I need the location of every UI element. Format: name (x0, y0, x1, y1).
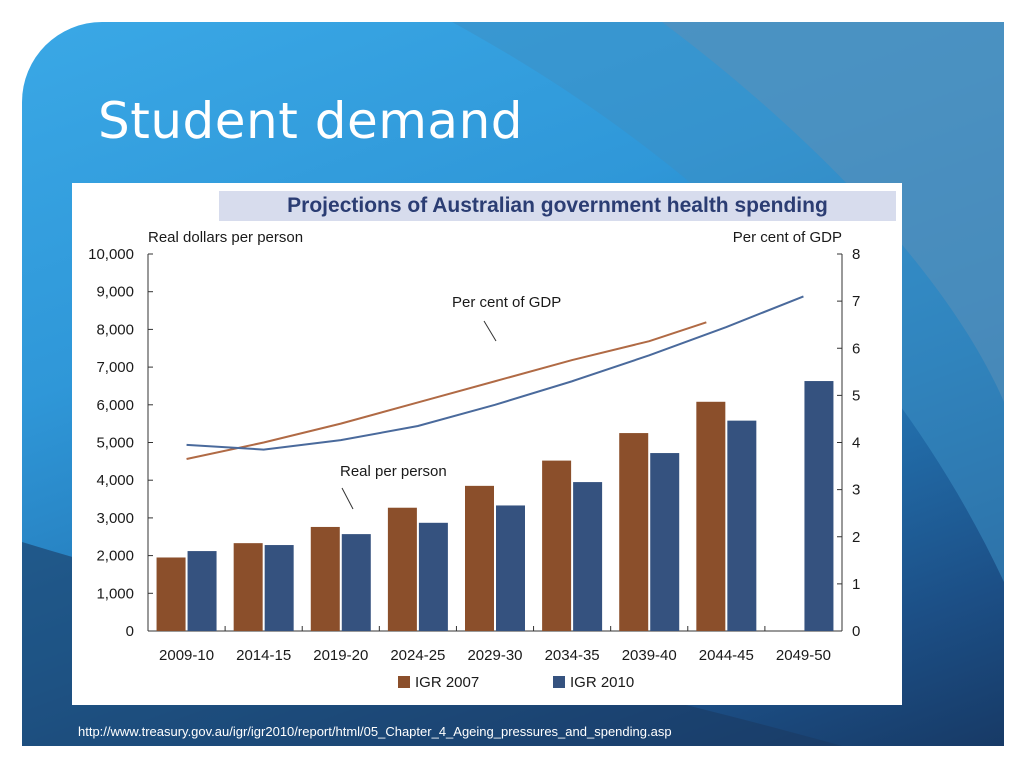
annotation-leader-gdp (483, 320, 497, 342)
bar-igr-2007 (542, 460, 572, 631)
bar-igr-2010 (341, 534, 371, 631)
x-tick-label: 2024-25 (390, 647, 445, 664)
right-tick-label: 2 (852, 529, 860, 546)
right-tick-label: 6 (852, 340, 860, 357)
x-tick-label: 2039-40 (622, 647, 677, 664)
x-tick-label: 2009-10 (159, 647, 214, 664)
annotation-leader-real (341, 487, 354, 510)
legend-label-igr-2007: IGR 2007 (415, 674, 479, 691)
right-tick-label: 5 (852, 387, 860, 404)
slide-title: Student demand (98, 92, 523, 150)
right-tick-label: 4 (852, 435, 860, 452)
bar-igr-2010 (264, 545, 294, 631)
left-tick-label: 7,000 (96, 359, 134, 376)
right-tick-label: 1 (852, 576, 860, 593)
left-tick-label: 3,000 (96, 510, 134, 527)
right-axis-label: Per cent of GDP (733, 229, 842, 246)
bar-igr-2010 (804, 381, 834, 631)
left-tick-label: 9,000 (96, 284, 134, 301)
left-tick-label: 6,000 (96, 397, 134, 414)
x-tick-label: 2014-15 (236, 647, 291, 664)
annotation-per-cent-of-gdp: Per cent of GDP (452, 294, 561, 311)
bar-igr-2010 (418, 522, 448, 631)
line-igr-2010 (186, 295, 804, 451)
left-tick-label: 1,000 (96, 585, 134, 602)
bar-igr-2007 (156, 557, 186, 631)
x-tick-label: 2029-30 (467, 647, 522, 664)
x-tick-label: 2019-20 (313, 647, 368, 664)
bar-igr-2007 (387, 507, 417, 631)
line-igr-2007 (186, 321, 707, 460)
annotation-real-per-person: Real per person (340, 463, 447, 480)
bar-igr-2010 (496, 505, 525, 631)
right-tick-label: 8 (852, 246, 860, 263)
left-tick-label: 10,000 (88, 246, 134, 263)
chart-figure: Projections of Australian government hea… (72, 183, 902, 705)
legend-swatch-igr-2007 (398, 676, 410, 688)
bar-igr-2010 (727, 420, 757, 631)
bar-igr-2007 (310, 526, 340, 631)
bar-igr-2010 (187, 551, 217, 631)
bar-igr-2007 (465, 485, 494, 631)
bar-igr-2010 (650, 453, 680, 631)
legend-label-igr-2010: IGR 2010 (570, 674, 634, 691)
x-tick-label: 2034-35 (545, 647, 600, 664)
source-link[interactable]: http://www.treasury.gov.au/igr/igr2010/r… (78, 724, 672, 739)
bar-igr-2007 (233, 543, 263, 631)
chart-title: Projections of Australian government hea… (287, 194, 828, 217)
right-tick-label: 0 (852, 623, 860, 640)
left-tick-label: 4,000 (96, 472, 134, 489)
left-tick-label: 8,000 (96, 321, 134, 338)
wave-shape (662, 22, 1004, 402)
bar-igr-2010 (573, 482, 603, 631)
left-tick-label: 2,000 (96, 548, 134, 565)
chart-plot: 10,000 9,000 8,000 7,000 6,000 5,000 4,000 3,00… (88, 229, 860, 691)
bar-igr-2007 (619, 433, 649, 631)
left-axis-label: Real dollars per person (148, 229, 303, 246)
right-tick-label: 3 (852, 482, 860, 499)
x-tick-label: 2049-50 (776, 647, 831, 664)
bar-igr-2007 (696, 401, 726, 631)
left-tick-label: 0 (126, 623, 134, 640)
legend-swatch-igr-2010 (553, 676, 565, 688)
right-tick-label: 7 (852, 293, 860, 310)
chart-title-band: Projections of Australian government hea… (219, 191, 896, 221)
x-tick-label: 2044-45 (699, 647, 754, 664)
left-tick-label: 5,000 (96, 435, 134, 452)
